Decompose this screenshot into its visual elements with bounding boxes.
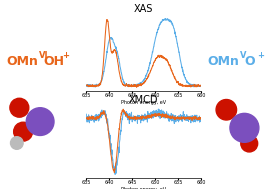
Circle shape	[26, 108, 54, 136]
Text: OH: OH	[43, 55, 64, 68]
Text: +: +	[62, 51, 70, 60]
Text: V: V	[240, 51, 247, 60]
Text: O: O	[244, 55, 255, 68]
Circle shape	[10, 137, 23, 149]
Circle shape	[14, 122, 33, 141]
Text: OMn: OMn	[6, 55, 38, 68]
Circle shape	[230, 113, 259, 142]
Circle shape	[241, 135, 258, 152]
Text: +: +	[258, 51, 265, 60]
Circle shape	[216, 99, 236, 120]
X-axis label: Photon energy, eV: Photon energy, eV	[121, 100, 166, 105]
Circle shape	[10, 98, 29, 117]
Text: OMn: OMn	[208, 55, 239, 68]
Title: XMCD: XMCD	[129, 95, 159, 105]
Title: XAS: XAS	[134, 4, 153, 14]
X-axis label: Photon energy, eV: Photon energy, eV	[121, 187, 166, 189]
Text: VI: VI	[39, 51, 48, 60]
